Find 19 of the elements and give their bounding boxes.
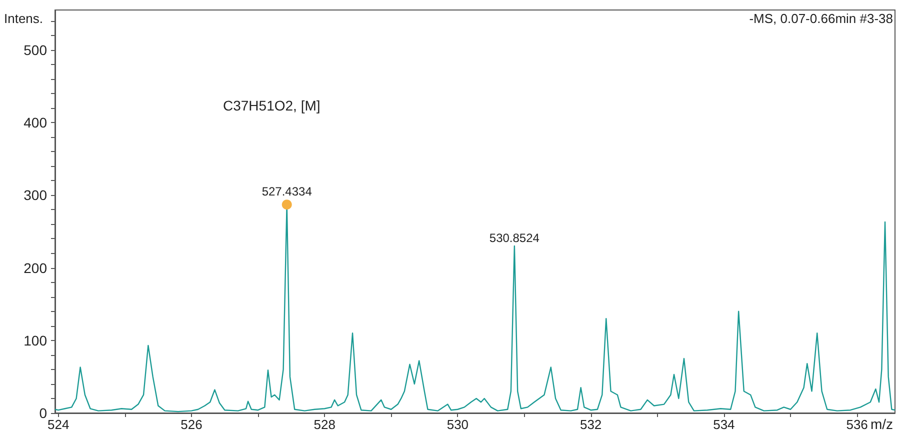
x-axis-title: m/z	[870, 416, 894, 432]
x-tick-label: 534	[713, 417, 735, 432]
y-tick-label: 300	[24, 187, 48, 204]
y-axis-title: Intens.	[4, 11, 44, 26]
annotation: -MS, 0.07-0.66min #3-38	[749, 11, 894, 26]
y-tick-label: 500	[24, 42, 48, 58]
x-tick-label: 528	[314, 417, 336, 432]
y-tick-label: 100	[24, 332, 48, 348]
y-tick-label: 200	[24, 260, 48, 276]
x-tick-label: 532	[580, 417, 602, 432]
x-tick-label: 530	[446, 417, 469, 432]
x-tick-label: 536	[846, 417, 868, 432]
y-tick-label: 400	[24, 114, 48, 131]
y-tick-label: 0	[39, 405, 48, 421]
x-tick-label: 526	[180, 417, 202, 432]
annotation: 527.4334	[262, 184, 312, 199]
x-tick-label: 524	[47, 417, 70, 432]
annotation: C37H51O2, [M]	[223, 98, 320, 114]
annotation: 530.8524	[489, 230, 540, 245]
